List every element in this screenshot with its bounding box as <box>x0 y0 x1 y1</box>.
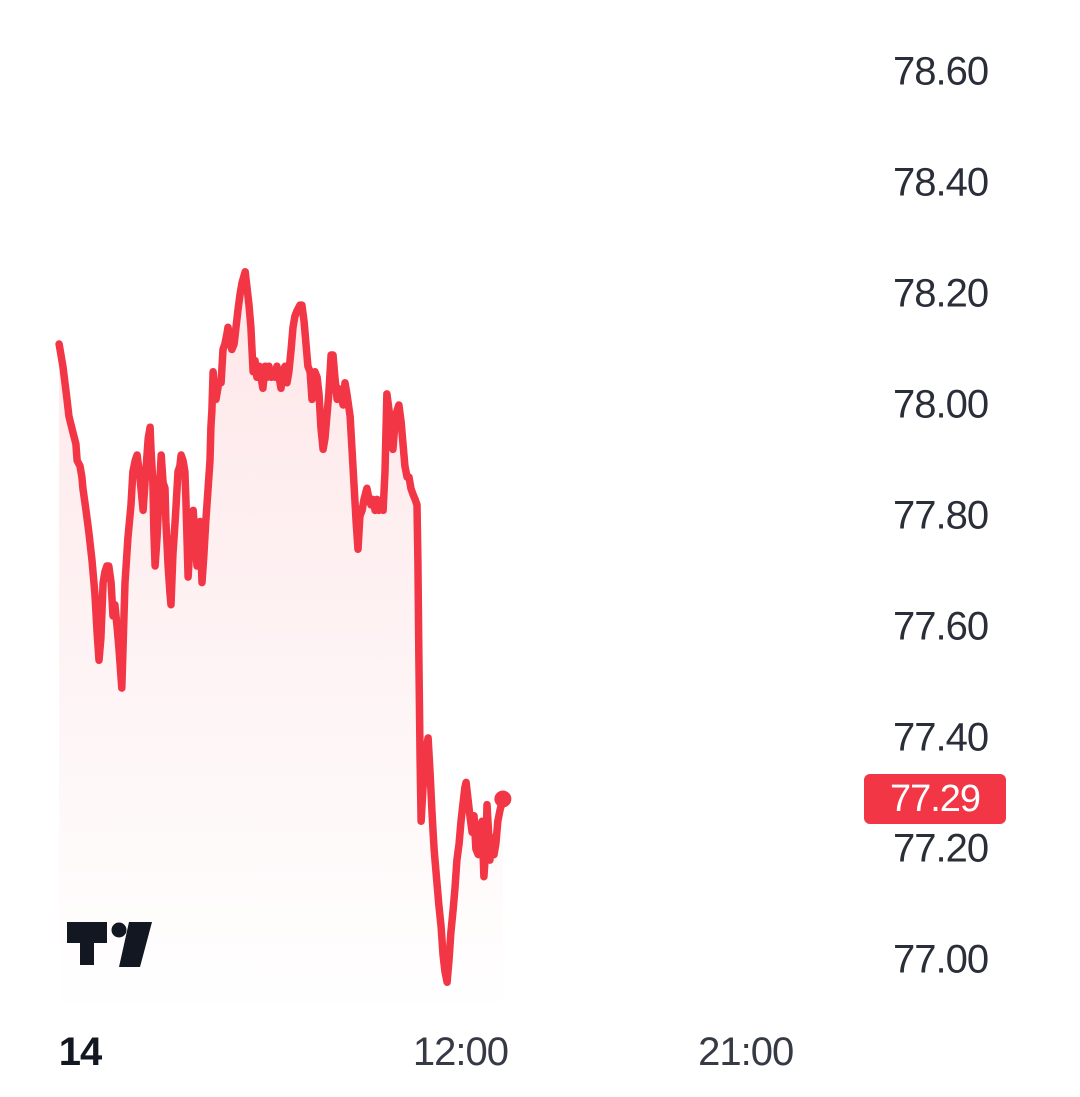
tradingview-logo-mark-2 <box>119 922 152 967</box>
price-axis-label: 77.20 <box>893 826 989 871</box>
tradingview-logo-dot <box>111 922 127 938</box>
time-axis-label: 12:00 <box>412 1030 509 1074</box>
price-axis-label: 77.80 <box>893 493 989 538</box>
time-axis-label: 21:00 <box>698 1030 794 1074</box>
time-axis-date-label: 14 <box>58 1030 102 1074</box>
tradingview-logo[interactable] <box>63 917 155 971</box>
price-axis-label: 78.00 <box>893 382 989 427</box>
price-axis-label: 78.20 <box>893 271 989 316</box>
price-line <box>55 268 507 986</box>
price-axis-label: 78.60 <box>893 49 989 94</box>
price-area-fill <box>59 271 503 1015</box>
last-price-dot <box>494 790 512 808</box>
last-price-badge: 77.29 <box>864 774 1006 825</box>
price-axis-label: 77.40 <box>893 715 989 760</box>
price-axis-label: 77.00 <box>893 937 989 982</box>
tradingview-logo-mark-1 <box>67 922 107 965</box>
price-axis-label: 77.60 <box>893 604 989 649</box>
price-axis-label: 78.40 <box>893 160 989 205</box>
